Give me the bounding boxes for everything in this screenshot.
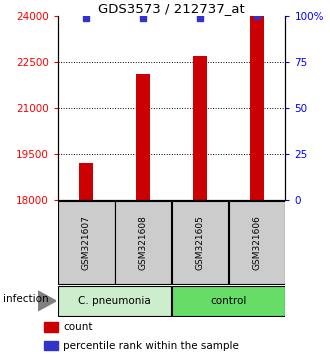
Text: GSM321608: GSM321608 <box>139 215 148 270</box>
Polygon shape <box>38 291 56 311</box>
Bar <box>44 322 58 332</box>
Text: count: count <box>63 322 93 332</box>
Bar <box>193 56 207 200</box>
Bar <box>172 286 285 316</box>
Bar <box>58 286 171 316</box>
Text: percentile rank within the sample: percentile rank within the sample <box>63 341 239 350</box>
Text: GSM321607: GSM321607 <box>82 215 91 270</box>
Bar <box>250 16 264 200</box>
Bar <box>229 201 285 284</box>
Text: GSM321605: GSM321605 <box>196 215 205 270</box>
Bar <box>172 201 228 284</box>
Text: control: control <box>210 296 247 306</box>
Bar <box>58 201 115 284</box>
Bar <box>115 201 171 284</box>
Bar <box>136 74 150 200</box>
Bar <box>44 341 58 350</box>
Text: GSM321606: GSM321606 <box>252 215 261 270</box>
Title: GDS3573 / 212737_at: GDS3573 / 212737_at <box>98 2 245 15</box>
Text: C. pneumonia: C. pneumonia <box>78 296 151 306</box>
Bar <box>79 163 93 200</box>
Text: infection: infection <box>3 294 49 304</box>
